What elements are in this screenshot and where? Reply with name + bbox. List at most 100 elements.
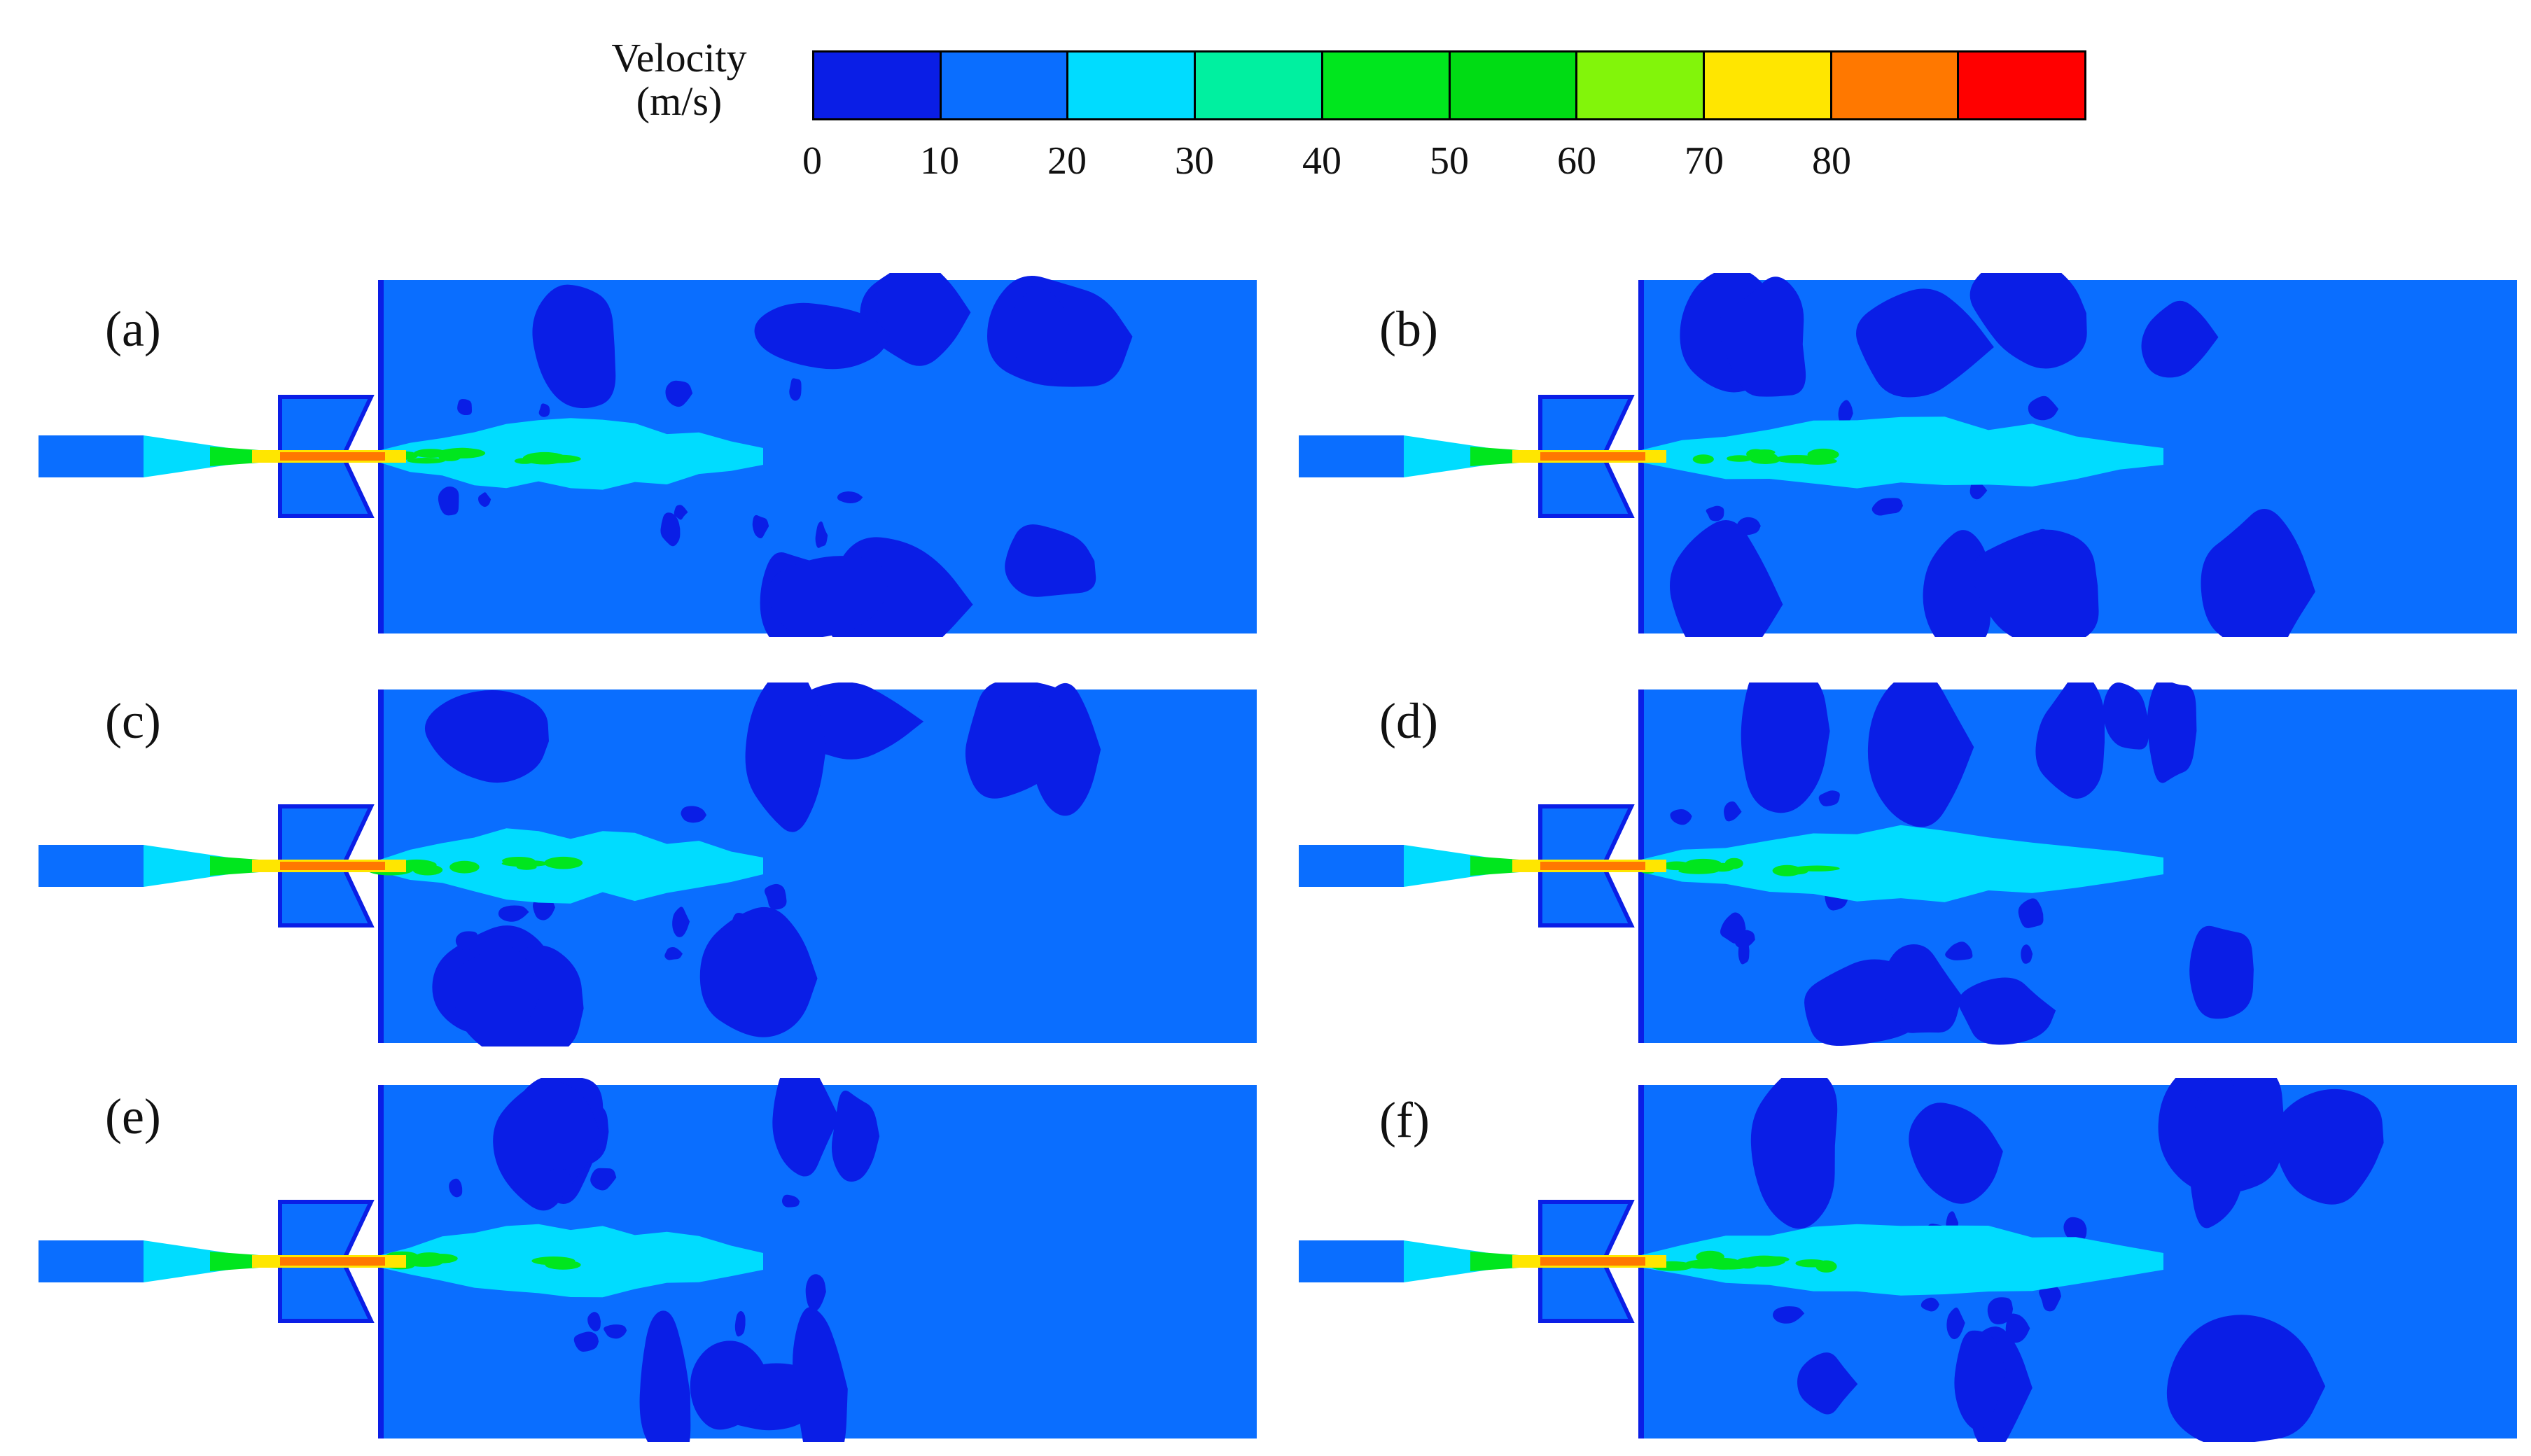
- low-velocity-region: [1797, 1352, 1858, 1415]
- low-velocity-region: [731, 912, 755, 941]
- jet-high-speed-region: [461, 449, 483, 457]
- jet-high-speed-region: [449, 860, 480, 874]
- low-velocity-region: [1972, 529, 2099, 637]
- colorbar-swatch: [1450, 52, 1578, 118]
- low-velocity-region: [1738, 935, 1750, 965]
- legend-title-unit: (m/s): [636, 78, 723, 124]
- jet-high-speed-region: [1735, 1257, 1760, 1269]
- jet-high-speed-region: [1685, 858, 1722, 869]
- low-velocity-region: [538, 403, 550, 417]
- jet-high-speed-region: [544, 856, 583, 869]
- panel-label: (e): [105, 1088, 161, 1144]
- nozzle-throat: [210, 856, 259, 876]
- low-velocity-region: [793, 1307, 848, 1442]
- panel-label: (f): [1379, 1092, 1430, 1148]
- low-velocity-region: [2005, 1313, 2030, 1343]
- low-velocity-region: [745, 682, 827, 832]
- jet-high-speed-region: [1785, 868, 1808, 875]
- jet-plume: [378, 418, 763, 490]
- low-velocity-region: [1920, 1297, 1939, 1312]
- low-velocity-region: [1736, 517, 1761, 536]
- low-velocity-region: [493, 1080, 604, 1211]
- nozzle-cone: [1404, 435, 1498, 477]
- jet-high-speed-region: [414, 449, 448, 458]
- low-velocity-region: [2189, 925, 2254, 1019]
- low-velocity-region: [2103, 682, 2149, 750]
- inlet-tube: [39, 845, 144, 887]
- low-velocity-region: [573, 1331, 599, 1352]
- low-velocity-region: [690, 1340, 772, 1430]
- jet-high-speed-region: [502, 857, 536, 865]
- low-velocity-region: [754, 302, 891, 370]
- low-velocity-region: [648, 1332, 671, 1367]
- low-velocity-region: [1867, 682, 1974, 827]
- jet-peak-velocity: [280, 452, 385, 461]
- jet-high-speed-region: [1692, 454, 1714, 464]
- nozzle-throat: [1470, 856, 1519, 876]
- jet-high-speed-region: [1761, 1256, 1790, 1263]
- contour-panel-svg: [1299, 273, 2517, 637]
- jet-high-speed-region: [407, 458, 445, 464]
- low-velocity-region: [455, 931, 478, 951]
- low-velocity-region: [1883, 944, 1962, 1033]
- colorbar-tick-label: 70: [1685, 139, 1724, 183]
- panel-label: (b): [1379, 301, 1438, 357]
- jet-peak-velocity: [280, 862, 385, 870]
- low-velocity-region: [660, 512, 681, 547]
- colorbar-swatch: [941, 52, 1069, 118]
- low-velocity-region: [1773, 1306, 1805, 1324]
- contour-panel-svg: [39, 1078, 1257, 1442]
- colorbar-tick-label: 30: [1175, 139, 1214, 183]
- low-velocity-region: [590, 1168, 617, 1191]
- low-velocity-region: [2028, 396, 2059, 421]
- low-velocity-region: [532, 284, 616, 409]
- low-velocity-region: [2021, 944, 2033, 964]
- contour-panel-svg: [1299, 1078, 2517, 1442]
- low-velocity-region: [1720, 912, 1746, 944]
- colorbar-swatch: [1832, 52, 1960, 118]
- jet-plume: [1638, 1224, 2163, 1296]
- low-velocity-region: [2147, 682, 2197, 783]
- inlet-tube: [1299, 845, 1404, 887]
- low-velocity-region: [764, 883, 787, 910]
- inlet-tube: [39, 1240, 144, 1282]
- low-velocity-region: [1945, 941, 1973, 960]
- colorbar-tick-label: 80: [1812, 139, 1851, 183]
- low-velocity-region: [1718, 276, 1806, 397]
- colorbar-swatch: [1068, 52, 1197, 118]
- low-velocity-region: [477, 492, 491, 507]
- low-velocity-region: [781, 1194, 800, 1208]
- legend-title-quantity: Velocity: [611, 35, 747, 80]
- low-velocity-region: [2201, 509, 2315, 637]
- nozzle-cone: [1404, 1240, 1498, 1282]
- low-velocity-region: [772, 1078, 839, 1177]
- low-velocity-region: [2141, 300, 2219, 378]
- low-velocity-region: [752, 514, 769, 539]
- contour-panel-svg: [1299, 682, 2517, 1046]
- colorbar-swatch: [1323, 52, 1451, 118]
- jet-high-speed-region: [534, 454, 581, 463]
- low-velocity-region: [2166, 1315, 2326, 1442]
- low-velocity-region: [815, 521, 828, 548]
- low-velocity-region: [1958, 977, 2056, 1045]
- low-velocity-region: [2063, 1217, 2087, 1244]
- low-velocity-region: [1741, 682, 1830, 813]
- low-velocity-region: [1909, 1102, 2003, 1204]
- low-velocity-region: [789, 378, 802, 401]
- colorbar-tick-label: 60: [1557, 139, 1596, 183]
- low-velocity-region: [1669, 519, 1783, 637]
- low-velocity-region: [768, 556, 888, 637]
- nozzle-cone: [144, 845, 238, 887]
- jet-plume: [1638, 825, 2163, 902]
- legend-title: Velocity (m/s): [574, 36, 784, 123]
- low-velocity-region: [2029, 528, 2052, 547]
- jet-high-speed-region: [1776, 455, 1823, 463]
- colorbar-tick-label: 20: [1047, 139, 1087, 183]
- low-velocity-region: [1969, 480, 1988, 500]
- colorbar-swatch: [1959, 52, 2085, 118]
- jet-peak-velocity: [1540, 1257, 1645, 1266]
- inlet-tube: [1299, 1240, 1404, 1282]
- jet-high-speed-region: [545, 1260, 581, 1270]
- panel-label: (a): [105, 301, 161, 357]
